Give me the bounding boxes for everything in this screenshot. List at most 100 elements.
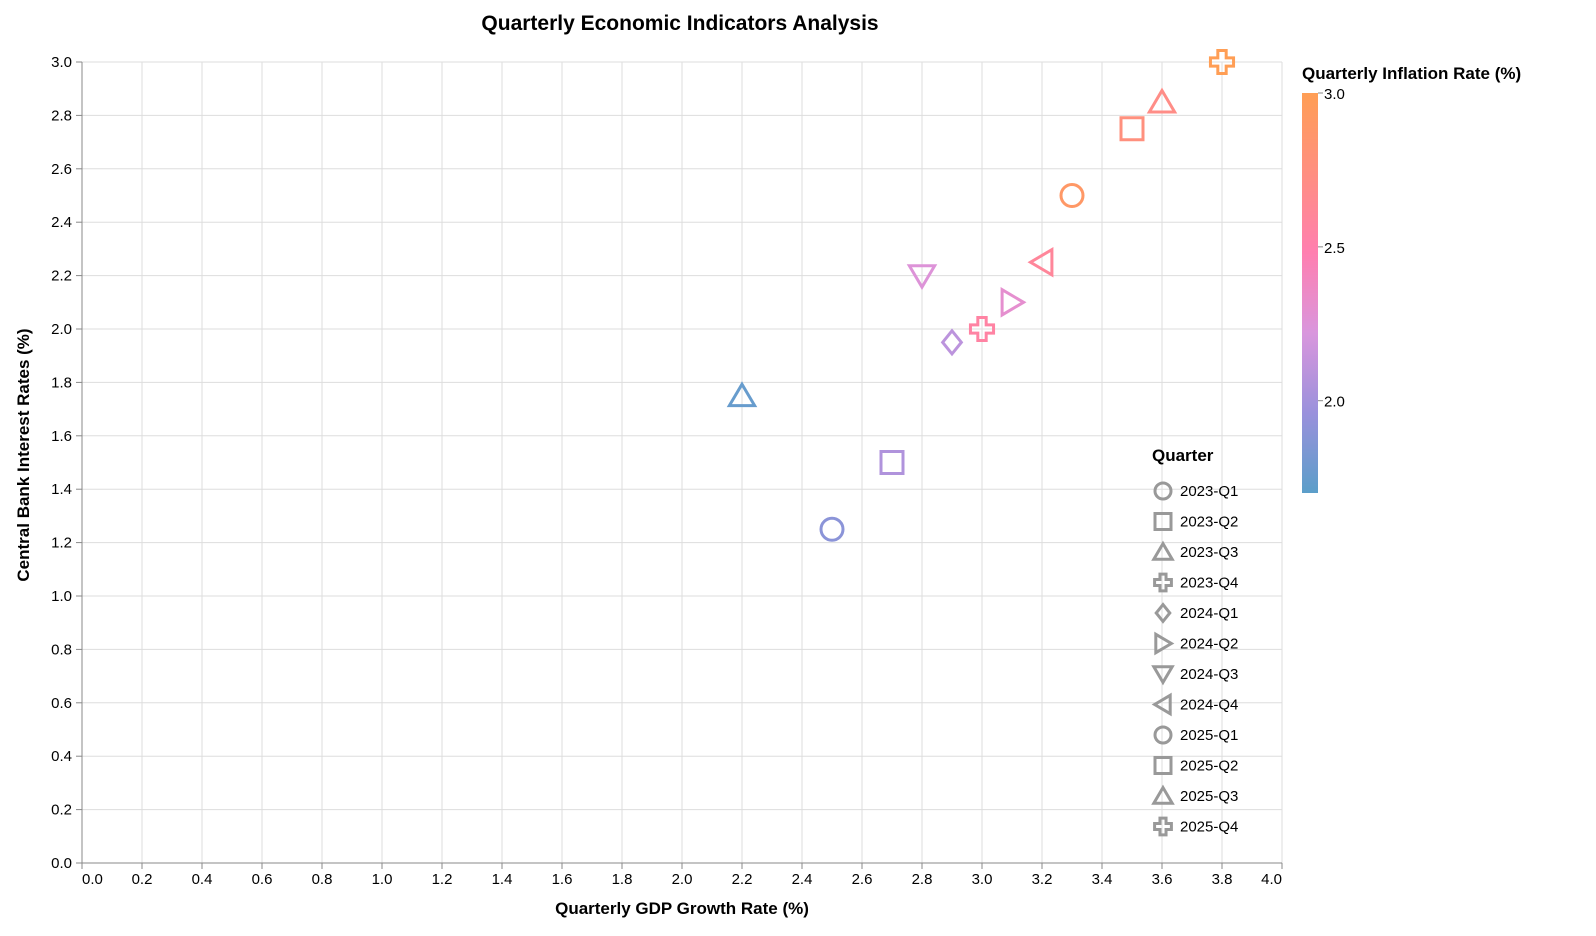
- x-tick-label: 0.0: [82, 871, 103, 888]
- diamond-icon: [1154, 602, 1172, 624]
- x-tick-label: 1.6: [552, 871, 573, 888]
- legend-item-2023-q3: 2023-Q3: [1151, 540, 1238, 561]
- legend-item-label: 2025-Q4: [1180, 819, 1238, 836]
- axes: 0.0 0.2 0.4 0.6 0.8 1.0 1.2 1.4 1.6 1.8 2.0 2.2 2.4 2…: [51, 54, 1283, 888]
- data-point-2023-q1: [819, 516, 845, 542]
- legend-item-label: 2023-Q2: [1180, 514, 1238, 531]
- y-tick-label: 1.0: [51, 588, 72, 605]
- legend-item-label: 2024-Q4: [1180, 697, 1238, 714]
- y-tick-label: 2.2: [51, 268, 72, 285]
- legend-item-label: 2023-Q1: [1180, 483, 1238, 500]
- x-tick-label: 2.2: [732, 871, 753, 888]
- circle-icon: [1153, 725, 1173, 745]
- x-tick-label: 0.2: [132, 871, 153, 888]
- square-icon: [1153, 756, 1173, 775]
- x-tick-label: 2.8: [912, 871, 933, 888]
- cross-icon: [1153, 816, 1173, 837]
- color-legend-gradient-bar: [1302, 93, 1318, 493]
- y-axis-title: Central Bank Interest Rates (%): [14, 328, 33, 581]
- triangle-right-icon: [1154, 631, 1175, 656]
- x-tick-label: 1.2: [432, 871, 453, 888]
- data-point-2025-q3: [1146, 87, 1178, 114]
- square-icon: [1153, 512, 1173, 531]
- x-tick-label: 3.6: [1152, 871, 1173, 888]
- y-tick-label: 0.0: [51, 855, 72, 872]
- y-tick-label: 3.0: [51, 54, 72, 71]
- x-tick-label: 3.4: [1092, 871, 1113, 888]
- color-legend-title: Quarterly Inflation Rate (%): [1302, 64, 1521, 83]
- legend-item-2023-q4: 2023-Q4: [1153, 572, 1238, 593]
- y-tick-label: 0.4: [51, 748, 72, 765]
- grid: [81, 61, 1283, 864]
- triangle-up-icon: [1151, 540, 1175, 561]
- legend-item-label: 2023-Q3: [1180, 544, 1238, 561]
- legend-item-label: 2025-Q1: [1180, 727, 1238, 744]
- legend-item-2025-q1: 2025-Q1: [1153, 725, 1238, 745]
- data-points: [726, 48, 1236, 542]
- x-tick-label: 3.8: [1212, 871, 1233, 888]
- data-point-2023-q2: [879, 450, 905, 475]
- x-axis-title: Quarterly GDP Growth Rate (%): [555, 899, 809, 918]
- y-tick-label: 1.4: [51, 481, 72, 498]
- data-point-2023-q4: [968, 315, 996, 343]
- legend-item-2024-q3: 2024-Q3: [1151, 665, 1238, 686]
- y-tick-label: 0.2: [51, 802, 72, 819]
- y-tick-label: 2.6: [51, 161, 72, 178]
- x-tick-label: 1.4: [492, 871, 513, 888]
- y-tick-label: 1.2: [51, 535, 72, 552]
- legend-item-2024-q2: 2024-Q2: [1154, 631, 1238, 656]
- triangle-down-icon: [1151, 665, 1175, 686]
- shape-legend-title: Quarter: [1152, 446, 1214, 465]
- legend-item-label: 2024-Q3: [1180, 666, 1238, 683]
- triangle-left-icon: [1151, 692, 1172, 717]
- data-point-2025-q1: [1059, 183, 1085, 208]
- data-point-2023-q3: [726, 381, 758, 408]
- y-tick-label: 2.4: [51, 214, 72, 231]
- data-point-2024-q2: [1000, 287, 1027, 318]
- data-point-2025-q2: [1119, 116, 1145, 142]
- quarter-shape-legend: Quarter 2023-Q1 2023-Q2 2023-Q3 2023-Q4 2024…: [1151, 446, 1238, 837]
- y-tick-label: 1.6: [51, 428, 72, 445]
- y-tick-label: 1.8: [51, 374, 72, 391]
- x-tick-label: 0.8: [312, 871, 333, 888]
- legend-item-2023-q2: 2023-Q2: [1153, 512, 1238, 531]
- color-legend-tick-label: 2.5: [1324, 240, 1345, 257]
- inflation-color-legend: Quarterly Inflation Rate (%) 2.0 2.5 3.0: [1302, 64, 1521, 493]
- x-tick-label: 2.6: [852, 871, 873, 888]
- legend-item-2025-q3: 2025-Q3: [1151, 784, 1238, 805]
- legend-item-2024-q1: 2024-Q1: [1154, 602, 1238, 624]
- legend-item-2023-q1: 2023-Q1: [1153, 481, 1238, 501]
- legend-item-label: 2024-Q2: [1180, 636, 1238, 653]
- legend-item-label: 2025-Q3: [1180, 788, 1238, 805]
- x-tick-label: 3.0: [972, 871, 993, 888]
- data-point-2025-q4: [1208, 48, 1236, 76]
- legend-item-label: 2023-Q4: [1180, 575, 1238, 592]
- x-tick-label: 0.4: [192, 871, 213, 888]
- color-legend-tick-label: 2.0: [1324, 394, 1345, 411]
- legend-item-2025-q2: 2025-Q2: [1153, 756, 1238, 775]
- data-point-2024-q3: [906, 264, 938, 291]
- chart-title: Quarterly Economic Indicators Analysis: [481, 12, 878, 35]
- legend-item-2024-q4: 2024-Q4: [1151, 692, 1238, 717]
- triangle-up-icon: [1151, 784, 1175, 805]
- y-tick-label: 0.8: [51, 641, 72, 658]
- cross-icon: [1153, 572, 1173, 593]
- legend-item-label: 2025-Q2: [1180, 758, 1238, 775]
- x-tick-label: 0.6: [252, 871, 273, 888]
- color-legend-tick-label: 3.0: [1324, 86, 1345, 103]
- x-tick-label: 2.4: [792, 871, 813, 888]
- x-tick-label: 3.2: [1032, 871, 1053, 888]
- y-tick-label: 2.0: [51, 321, 72, 338]
- y-tick-label: 0.6: [51, 695, 72, 712]
- data-point-2024-q4: [1027, 246, 1054, 278]
- y-tick-label: 2.8: [51, 107, 72, 124]
- legend-item-label: 2024-Q1: [1180, 605, 1238, 622]
- x-tick-label: 1.8: [612, 871, 633, 888]
- x-tick-label: 4.0: [1261, 871, 1282, 888]
- data-point-2024-q1: [940, 328, 964, 357]
- legend-item-2025-q4: 2025-Q4: [1153, 816, 1238, 837]
- circle-icon: [1153, 481, 1173, 501]
- x-tick-label: 1.0: [372, 871, 393, 888]
